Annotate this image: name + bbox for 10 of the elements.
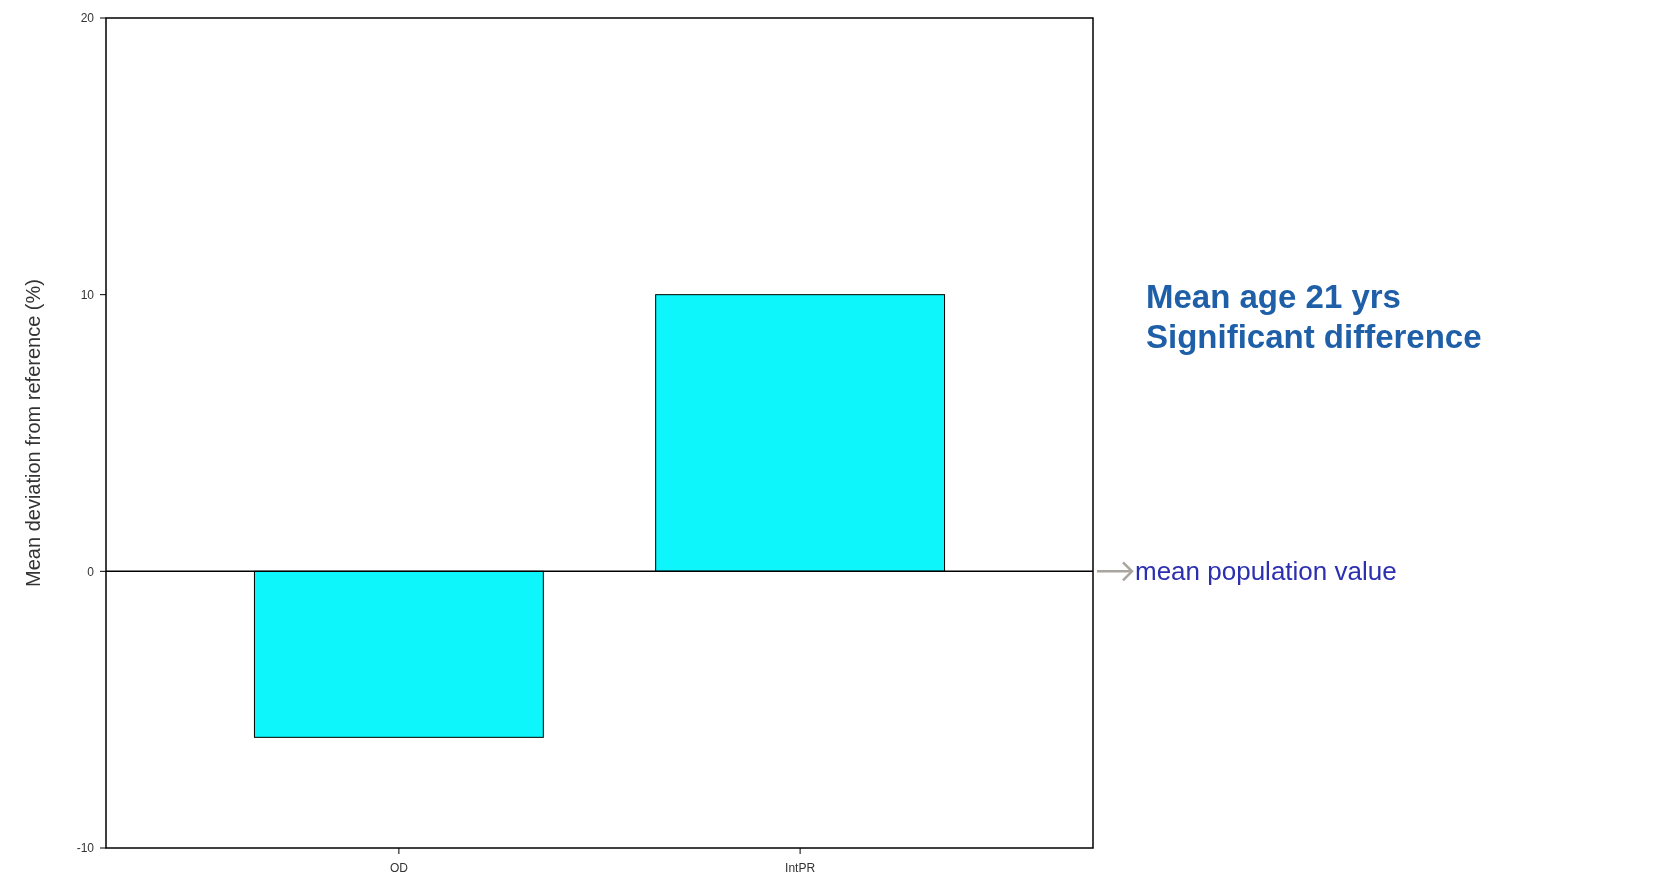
text: Mean age 21 yrs (1146, 278, 1401, 315)
y-tick-label: 20 (80, 11, 95, 26)
x-tick-label: IntPR (785, 861, 816, 875)
ref-line-label: mean population value (1135, 556, 1397, 587)
y-axis-title: Mean deviation from reference (%) (22, 279, 44, 587)
y-tick-label: -10 (76, 841, 95, 856)
y-tick-label: 10 (80, 287, 95, 302)
x-tick-label: OD (389, 861, 409, 875)
text: Significant difference (1146, 318, 1482, 355)
y-tick-label: 0 (87, 564, 95, 579)
